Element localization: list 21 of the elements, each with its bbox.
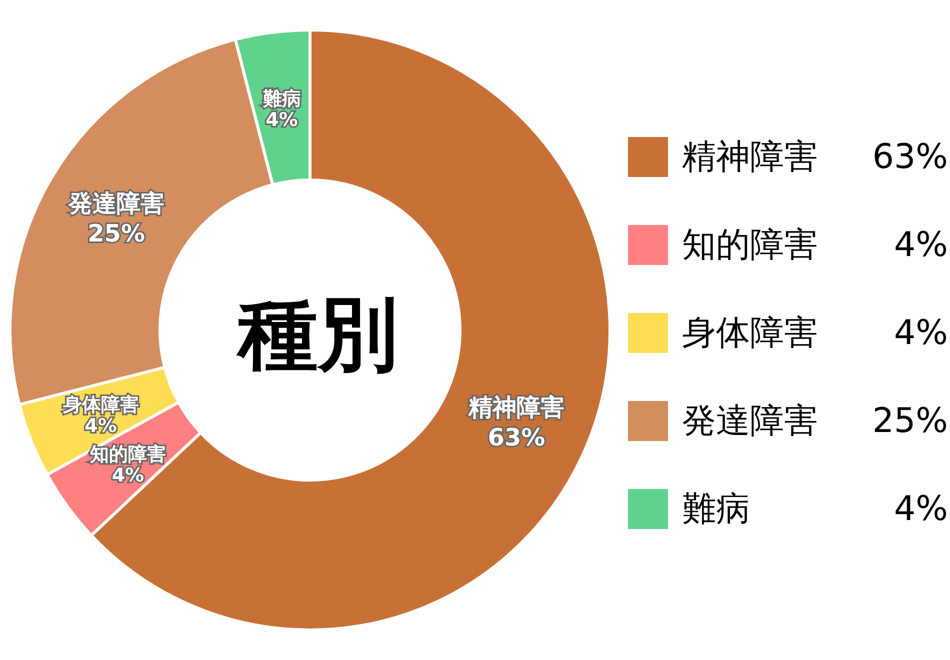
text: 4%	[894, 313, 948, 353]
data-label: 4%	[112, 464, 144, 486]
slice-label: 知的障害	[88, 443, 166, 466]
data-label: 25%	[88, 219, 146, 248]
text: 63%	[872, 137, 948, 177]
legend-label: 精神障害	[682, 136, 819, 179]
slice-label: 難病	[262, 88, 301, 110]
legend-label: 発達障害	[682, 400, 819, 443]
text: 4%	[894, 225, 948, 265]
data-label: 4%	[84, 414, 117, 437]
data-label: 63%	[488, 423, 546, 452]
text: 25%	[872, 401, 948, 441]
slice-label: 精神障害	[467, 393, 564, 422]
legend-label: 難病	[682, 488, 751, 531]
slice-label: 発達障害	[67, 189, 164, 218]
slice-label: 身体障害	[62, 394, 139, 416]
text: 4%	[894, 489, 948, 529]
legend-label: 知的障害	[682, 224, 819, 267]
text: 種別	[236, 287, 398, 380]
data-label: 4%	[266, 108, 298, 131]
legend-label: 身体障害	[682, 312, 819, 355]
